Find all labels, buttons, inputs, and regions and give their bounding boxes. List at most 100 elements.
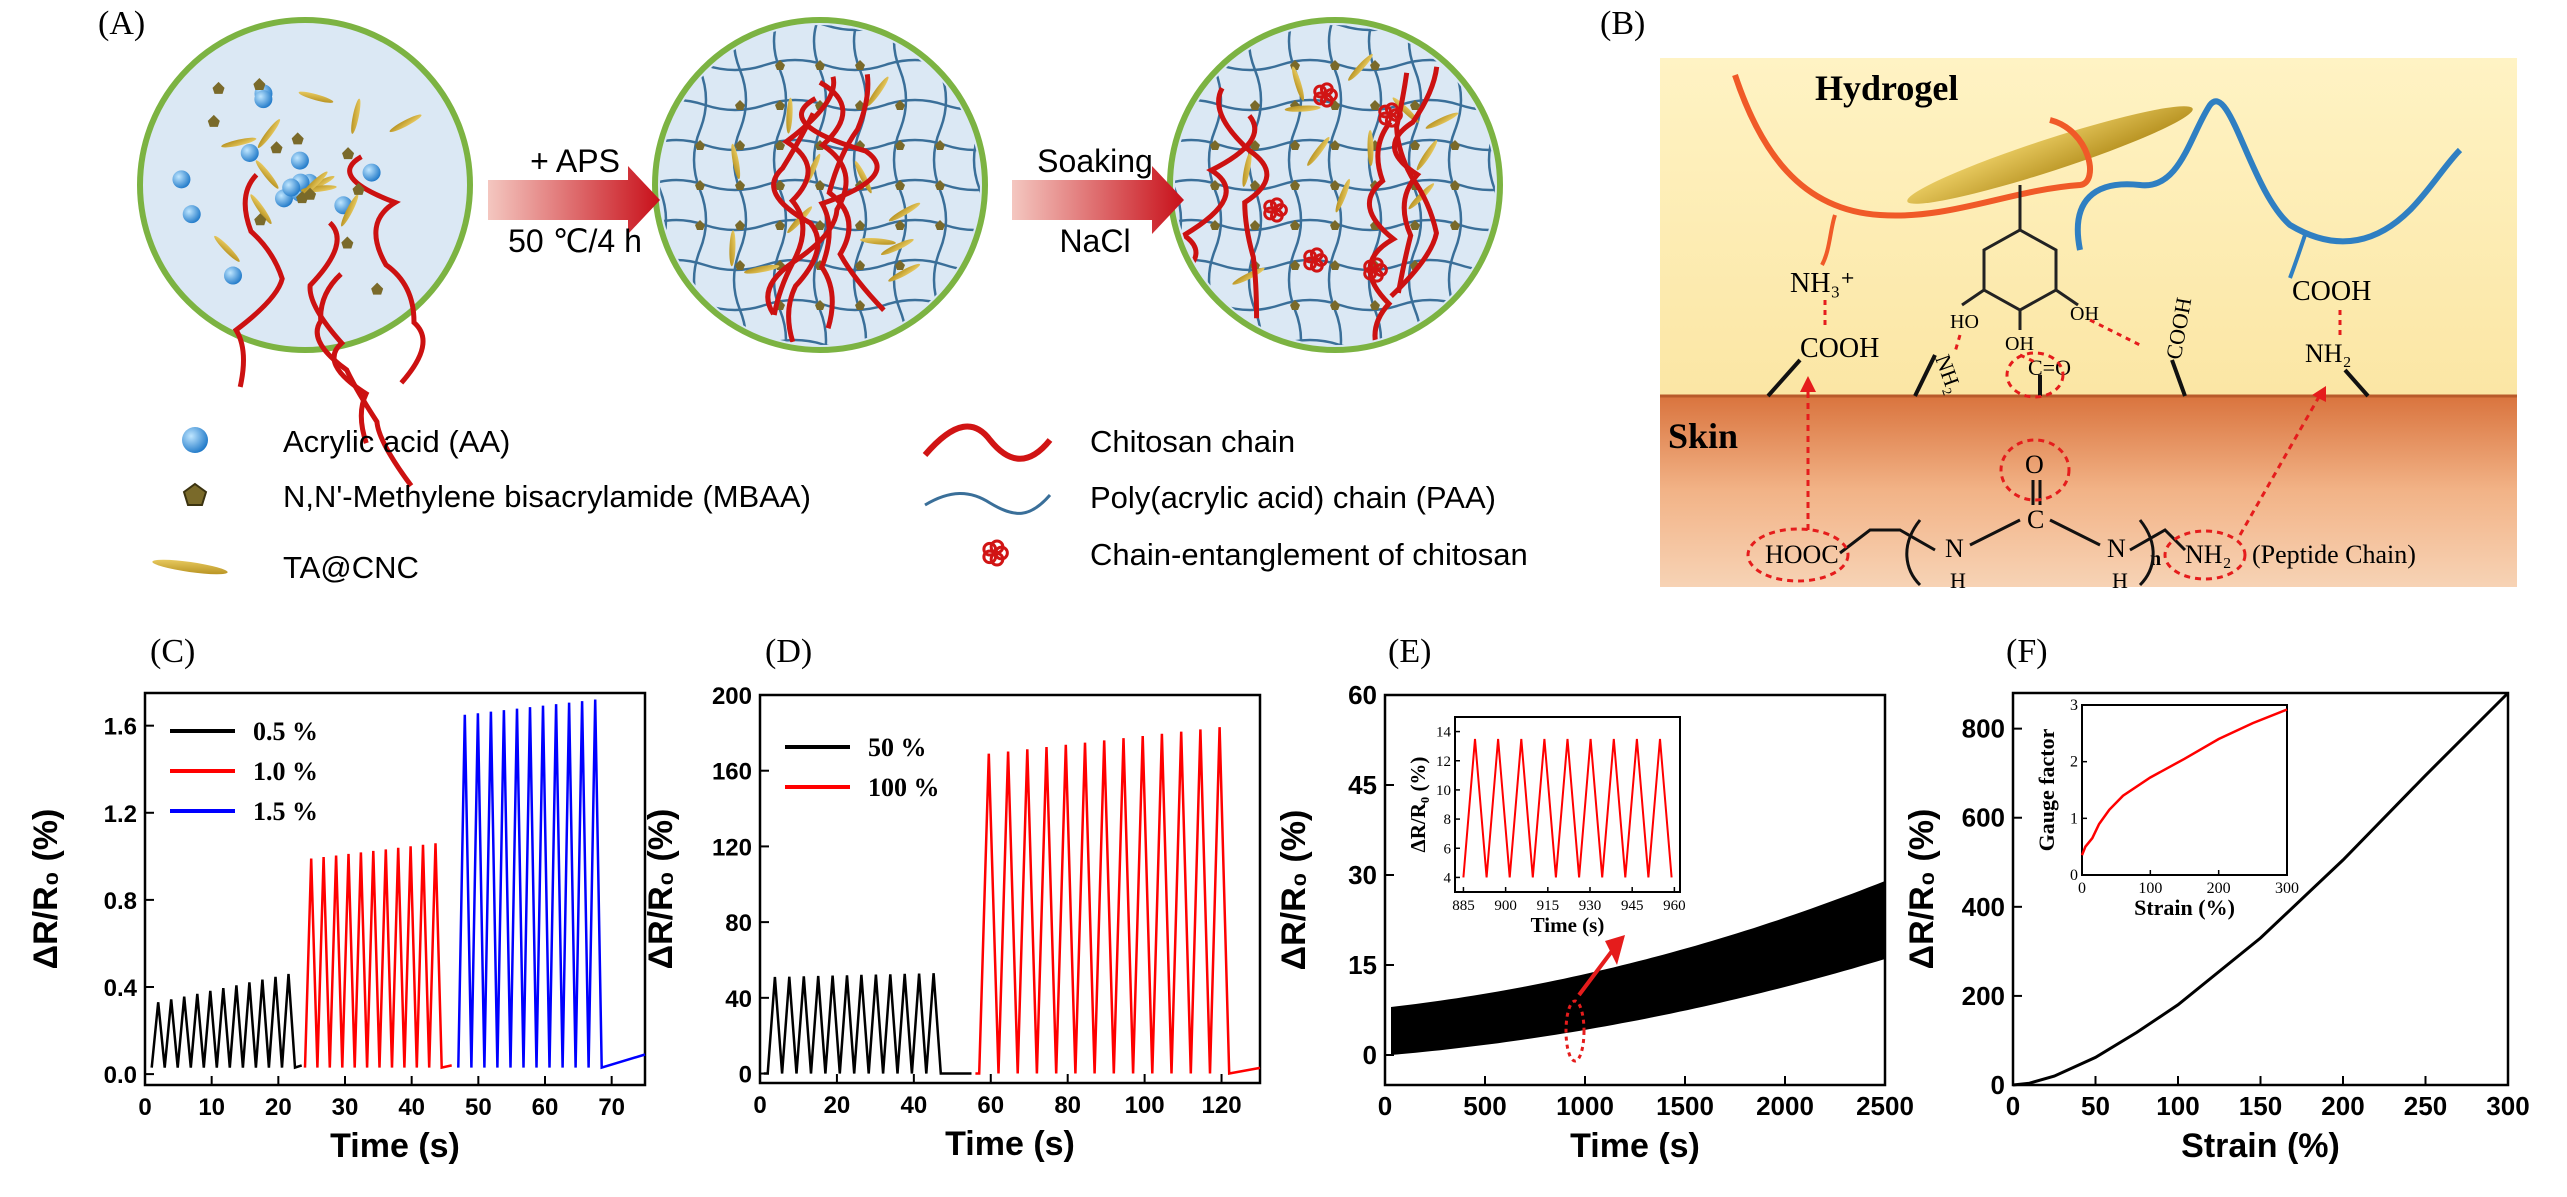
mbaa-node: [1330, 260, 1340, 270]
signal-band: [1391, 881, 1885, 1055]
mbaa-molecule: [371, 282, 384, 295]
cnc-rod: [1425, 112, 1459, 129]
cnc-rod: [389, 114, 422, 133]
inset-x-label: Time (s): [1531, 913, 1605, 937]
mbaa-molecule: [291, 132, 304, 145]
mbaa-node: [1330, 220, 1340, 230]
mbaa-node: [735, 260, 745, 270]
inset-x-tick-label: 915: [1537, 898, 1560, 914]
mbaa-node: [895, 220, 905, 230]
cnc-rod: [1416, 140, 1438, 171]
y-tick-label: 80: [725, 910, 752, 937]
n2-label: N: [2107, 534, 2126, 563]
legend-entry: 50 %: [868, 733, 927, 762]
panel-c-label: (C): [150, 633, 195, 670]
inset-x-tick-label: 100: [2138, 880, 2162, 897]
chitosan-strand: [765, 80, 849, 316]
cnc-rod: [1284, 105, 1321, 112]
y-tick-label: 400: [1962, 892, 2005, 922]
x-axis-label: Time (s): [945, 1125, 1075, 1163]
hydrogel-title: Hydrogel: [1815, 68, 1958, 108]
y-tick-label: 200: [1962, 981, 2005, 1011]
chitosan-strand: [771, 112, 821, 343]
panel-c: (C) 0 10 20 30 40 50 60 70 0.0 0.4 0.8 1.2 1.6 Time (…: [27, 633, 647, 1165]
mbaa-molecule: [253, 78, 266, 91]
o-label: O: [2025, 450, 2044, 479]
x-tick-label: 80: [1054, 1092, 1081, 1119]
y-tick-label: 600: [1962, 803, 2005, 833]
mbaa-node: [1290, 300, 1300, 310]
mbaa-node: [735, 180, 745, 190]
y-tick-label: 40: [725, 986, 752, 1013]
series-line: [457, 699, 646, 1070]
mbaa-node: [695, 180, 705, 190]
series-line: [975, 727, 1261, 1075]
cnc-rod: [860, 237, 896, 245]
co-label: C=O: [2028, 355, 2071, 380]
entangle-knot: [1313, 82, 1338, 108]
x-tick-label: 120: [1202, 1092, 1242, 1119]
inset-x-tick-label: 960: [1663, 898, 1686, 914]
cnc-rod: [1335, 178, 1351, 213]
y-tick-label: 0: [1991, 1070, 2005, 1100]
paa-strand: [2074, 98, 2463, 251]
arrow-polymerization-bottom: 50 ℃/4 h: [508, 223, 642, 259]
inset-y-tick-label: 8: [1444, 812, 1452, 828]
y-axis-label: ΔR/R₀ (%): [1903, 809, 1941, 970]
legend-entry: 1.5 %: [253, 797, 318, 826]
peptide-label: (Peptide Chain): [2252, 540, 2416, 569]
mbaa-node: [775, 220, 785, 230]
circle-entangled: [1167, 17, 1503, 353]
y-tick-label: 15: [1348, 950, 1377, 980]
cnc-rod: [1367, 129, 1374, 166]
mbaa-node: [1290, 220, 1300, 230]
cnc-rod: [298, 91, 334, 103]
n-sub-label: n: [2150, 548, 2161, 570]
cnc-rod: [1348, 53, 1373, 81]
nh2-right-label: NH₂: [2305, 339, 2352, 368]
inset-x-tick-label: 300: [2275, 880, 2299, 897]
x-tick-label: 150: [2239, 1091, 2282, 1121]
inset-x-tick-label: 945: [1621, 898, 1644, 914]
cnc-rod: [1291, 66, 1305, 101]
x-tick-label: 70: [598, 1094, 625, 1121]
inset-y-tick-label: 14: [1436, 725, 1452, 741]
mbaa-molecule: [207, 114, 220, 127]
zoom-arrow: [1577, 945, 1617, 997]
x-tick-label: 30: [332, 1094, 359, 1121]
y-tick-label: 200: [712, 683, 752, 710]
cnc-rod: [214, 235, 240, 262]
legend-aa-text: Acrylic acid (AA): [283, 424, 510, 459]
mbaa-node: [1410, 140, 1420, 150]
inset-y-tick-label: 4: [1444, 870, 1452, 886]
inset-y-tick-label: 3: [2070, 697, 2078, 714]
x-axis-label: Time (s): [330, 1127, 460, 1165]
plot-frame: [143, 691, 647, 1087]
h2-label: H: [2112, 568, 2128, 593]
y-tick-label: 30: [1348, 860, 1377, 890]
x-tick-label: 0: [753, 1092, 766, 1119]
cooh-right-label: COOH: [2292, 276, 2371, 307]
y-tick-label: 0.8: [104, 888, 137, 915]
legend-tacnc: TA@CNC: [152, 550, 419, 585]
x-tick-label: 100: [2156, 1091, 2199, 1121]
mbaa-molecule: [304, 187, 317, 200]
panel-a: (A) + APS 50 ℃/4 h Soaking NaCl Acrylic …: [98, 5, 1528, 585]
mbaa-node: [735, 220, 745, 230]
mbaa-node: [855, 260, 865, 270]
y-axis-label: ΔR/R₀ (%): [27, 809, 65, 970]
mbaa-node: [775, 60, 785, 70]
chitosan-strand: [307, 220, 370, 444]
zoom-marker: [1564, 999, 1586, 1063]
mbaa-node: [815, 220, 825, 230]
plot-frame: [758, 693, 1262, 1085]
mbaa-node: [895, 140, 905, 150]
cnc-rod: [1242, 151, 1252, 187]
ho1-label: HO: [1950, 311, 1979, 333]
inset-y-label: Gauge factor: [2034, 728, 2059, 851]
entangle-knot: [1378, 102, 1403, 128]
entangle-knot: [1363, 257, 1388, 283]
legend-entry: 100 %: [868, 773, 940, 802]
x-tick-label: 200: [2321, 1091, 2364, 1121]
y-tick-label: 800: [1962, 714, 2005, 744]
